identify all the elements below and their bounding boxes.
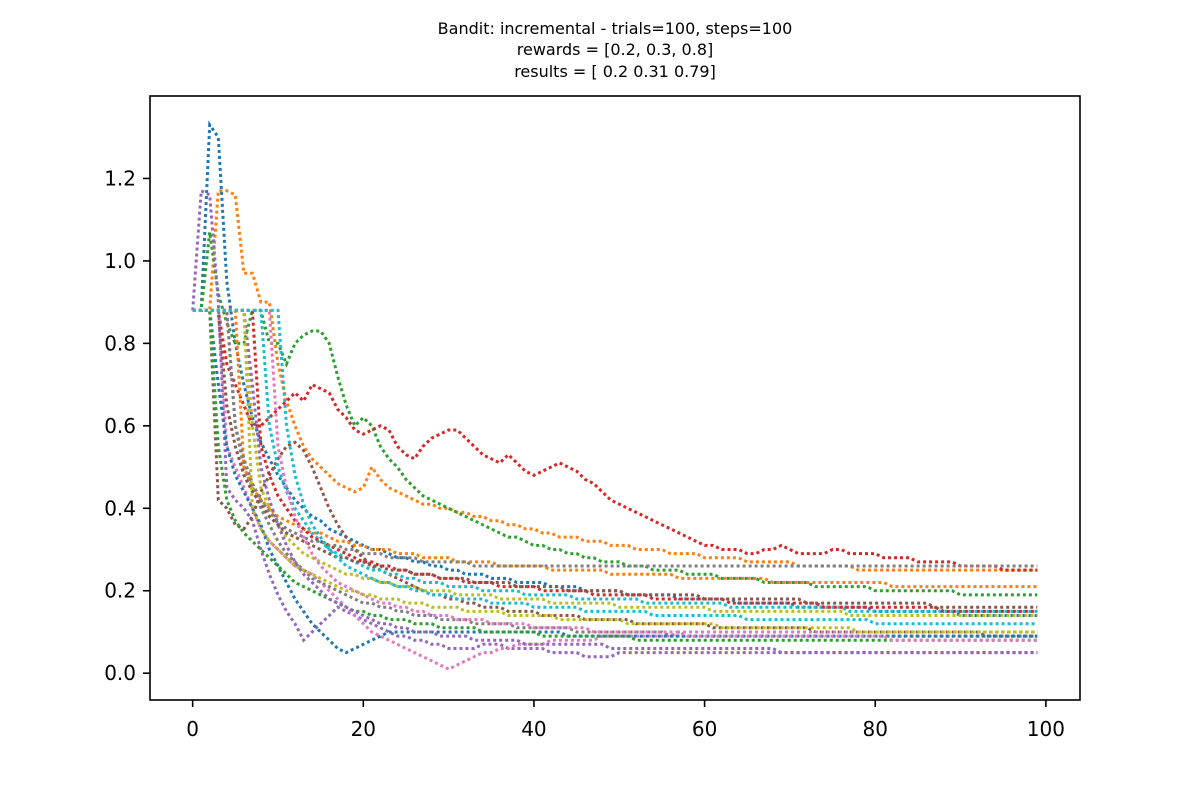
x-tick-label: 0 [186,717,199,741]
x-tick-label: 100 [1027,717,1065,741]
x-tick-label: 20 [351,717,376,741]
chart-title-line-2: rewards = [0.2, 0.3, 0.8] [517,40,714,59]
x-tick-label: 80 [863,717,888,741]
y-tick-label: 0.2 [104,579,136,603]
y-tick-label: 0.8 [104,331,136,355]
y-tick-label: 0.0 [104,661,136,685]
y-tick-label: 1.2 [104,166,136,190]
y-tick-label: 0.6 [104,414,136,438]
chart-title-line-1: Bandit: incremental - trials=100, steps=… [438,19,793,38]
chart-title-line-3: results = [ 0.2 0.31 0.79] [514,62,716,81]
y-tick-label: 0.4 [104,496,136,520]
y-tick-label: 1.0 [104,249,136,273]
x-tick-label: 60 [692,717,717,741]
x-tick-label: 40 [521,717,546,741]
